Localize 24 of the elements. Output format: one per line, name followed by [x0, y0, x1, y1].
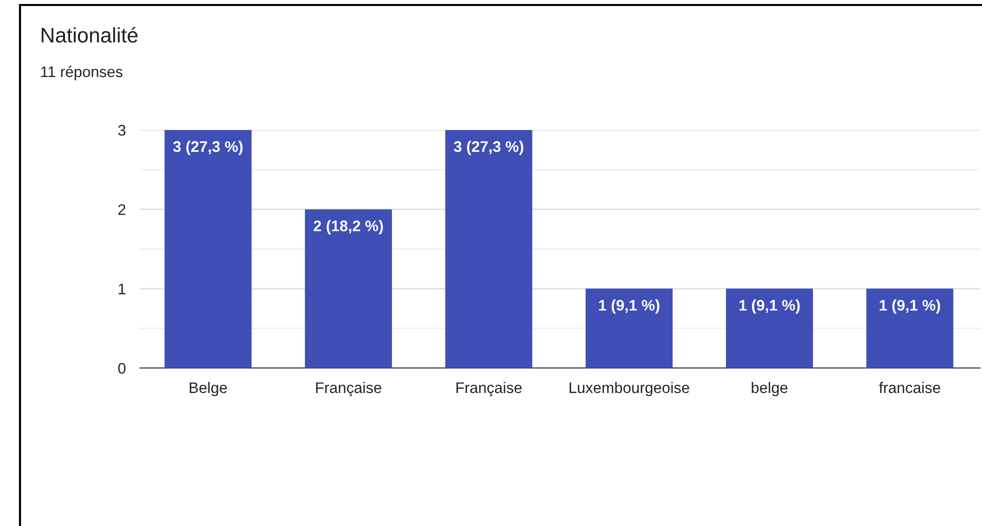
x-tick-label: Française	[456, 382, 522, 396]
bar	[726, 288, 813, 368]
data-label: 1 (9,1 %)	[599, 299, 660, 314]
bar	[586, 288, 673, 368]
y-tick-label: 3	[118, 124, 126, 136]
bar	[445, 130, 532, 368]
y-tick-label: 2	[118, 204, 126, 215]
data-label: 3 (27,3 %)	[173, 140, 243, 155]
bar	[866, 288, 954, 368]
chart-title: Nationalité	[42, 27, 138, 43]
data-label: 2 (18,2 %)	[314, 220, 383, 234]
data-label: 3 (27,3 %)	[454, 140, 524, 155]
chart-subtitle: 11 réponses	[41, 66, 122, 80]
x-tick-label: Française	[316, 382, 382, 396]
y-tick-label: 0	[118, 362, 126, 374]
data-label: 1 (9,1 %)	[739, 299, 800, 314]
bar	[164, 130, 252, 368]
bar	[304, 209, 392, 368]
x-tick-label: francaise	[879, 382, 940, 394]
x-tick-label: belge	[752, 382, 788, 396]
y-tick-label: 1	[118, 284, 126, 294]
x-tick-label: Belge	[190, 382, 227, 396]
x-tick-label: Luxembourgeoise	[570, 382, 690, 396]
data-label: 1 (9,1 %)	[880, 299, 940, 314]
